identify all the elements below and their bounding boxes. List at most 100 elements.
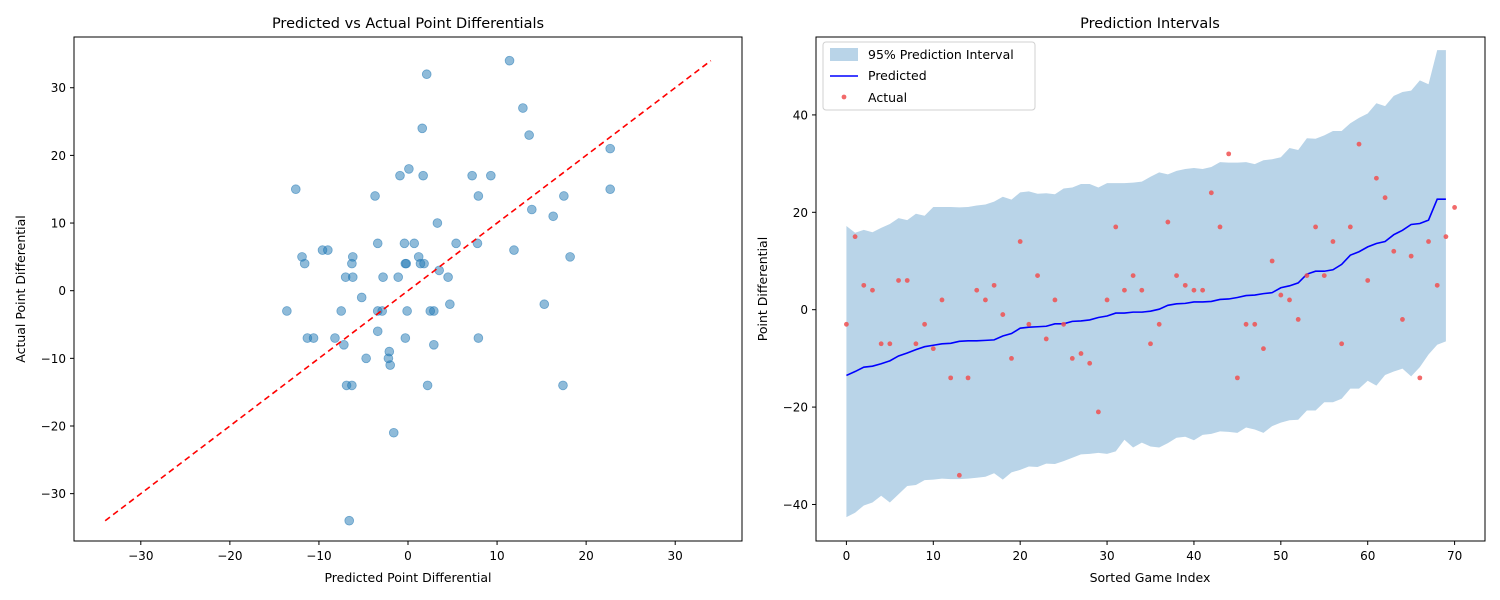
scatter-point [370,191,380,201]
scatter-point [372,326,383,337]
actual-point [904,278,910,283]
actual-point [1269,258,1275,264]
scatter-y-tick-label: −20 [41,419,66,433]
scatter-point [402,306,412,316]
scatter-x-tick-label: −20 [217,549,242,563]
scatter-point [395,170,405,181]
actual-point [1078,351,1084,356]
scatter-point [445,299,455,310]
scatter-point [467,170,477,181]
scatter-point [434,265,444,276]
scatter-y-tick-label: 0 [58,284,66,298]
scatter-x-tick-label: −10 [306,549,331,563]
scatter-point [429,306,439,316]
actual-point [1452,205,1457,210]
actual-point [870,287,875,293]
actual-point [1026,321,1032,327]
scatter-point [290,184,301,195]
actual-point [861,282,867,288]
interval-x-tick-label: 50 [1273,549,1288,563]
scatter-point [361,353,371,364]
actual-point [1347,224,1353,230]
interval-title: Prediction Intervals [1080,16,1220,32]
actual-point [852,234,858,240]
scatter-point [432,218,443,228]
actual-point [1330,239,1336,244]
interval-x-tick-label: 40 [1186,549,1201,563]
interval-y-tick-label: 20 [793,206,808,220]
scatter-point [509,245,519,255]
actual-point [878,341,884,347]
interval-y-tick-label: 40 [793,108,808,122]
scatter-point [347,272,358,282]
legend-actual-label: Actual [868,90,907,105]
scatter-point [472,238,483,249]
interval-x-tick-label: 60 [1360,549,1375,563]
prediction-interval-band [846,50,1446,518]
legend-actual-swatch [841,94,847,100]
actual-point [887,341,893,347]
actual-point [1278,292,1284,298]
scatter-point [558,380,568,391]
reference-line [104,60,712,522]
interval-y-tick-label: 0 [800,303,808,317]
scatter-ticks: −30 −20 −10 0 10 20 30 −30 −20 −10 0 10 20 30 [41,36,743,563]
scatter-point [486,170,496,181]
actual-point [1365,278,1371,283]
scatter-point [356,292,367,303]
scatter-point [473,333,484,343]
scatter-point [388,427,399,438]
scatter-point [473,191,484,201]
interval-x-tick-label: 70 [1447,549,1462,563]
legend-frame [822,41,1036,111]
actual-point [965,375,971,381]
interval-y-tick-label: −40 [783,498,808,512]
scatter-point [409,238,420,249]
actual-point [1017,239,1023,244]
scatter-point [404,164,414,174]
actual-point [1182,282,1188,288]
scatter-point [559,191,569,201]
scatter-x-tick-label: −30 [128,549,153,563]
interval-ticks: 0 10 20 30 40 50 60 70 −40 −20 0 20 40 [783,36,1486,563]
scatter-point [393,272,404,282]
actual-point [1443,234,1449,240]
interval-x-tick-label: 30 [1099,549,1114,563]
actual-point [1287,297,1292,303]
actual-point [956,472,962,478]
scatter-title: Predicted vs Actual Point Differentials [272,16,544,32]
legend-interval-label: 95% Prediction Interval [868,47,1014,62]
actual-point [1339,341,1345,347]
actual-point [1035,273,1040,279]
interval-panel: Prediction Intervals 0 10 20 30 40 50 60 70 −40 −… [755,16,1486,585]
actual-point [1400,317,1405,322]
legend: 95% Prediction Interval Predicted Actual [822,41,1036,111]
scatter-x-axis-label: Predicted Point Differential [324,570,491,585]
scatter-point [372,238,383,249]
scatter-point [330,333,340,343]
scatter-point [299,258,310,269]
actual-point [1061,321,1067,327]
scatter-point [400,333,411,343]
scatter-point [524,130,534,140]
actual-point [1104,297,1110,303]
actual-point [1391,248,1397,254]
actual-point [1434,282,1440,288]
actual-point [896,278,901,283]
actual-point [1226,151,1232,157]
actual-point [974,287,980,293]
interval-x-tick-label: 0 [843,549,851,563]
actual-point [1095,409,1101,415]
scatter-point [418,170,428,181]
actual-point [1130,273,1136,279]
scatter-x-tick-label: 30 [668,549,683,563]
interval-axes-frame [815,36,1486,542]
actual-point [1200,287,1206,293]
actual-point [1373,175,1379,181]
actual-point [1139,287,1145,293]
actual-point [1087,360,1093,366]
scatter-point [417,123,428,134]
scatter-point [347,380,357,391]
scatter-point [385,360,395,370]
